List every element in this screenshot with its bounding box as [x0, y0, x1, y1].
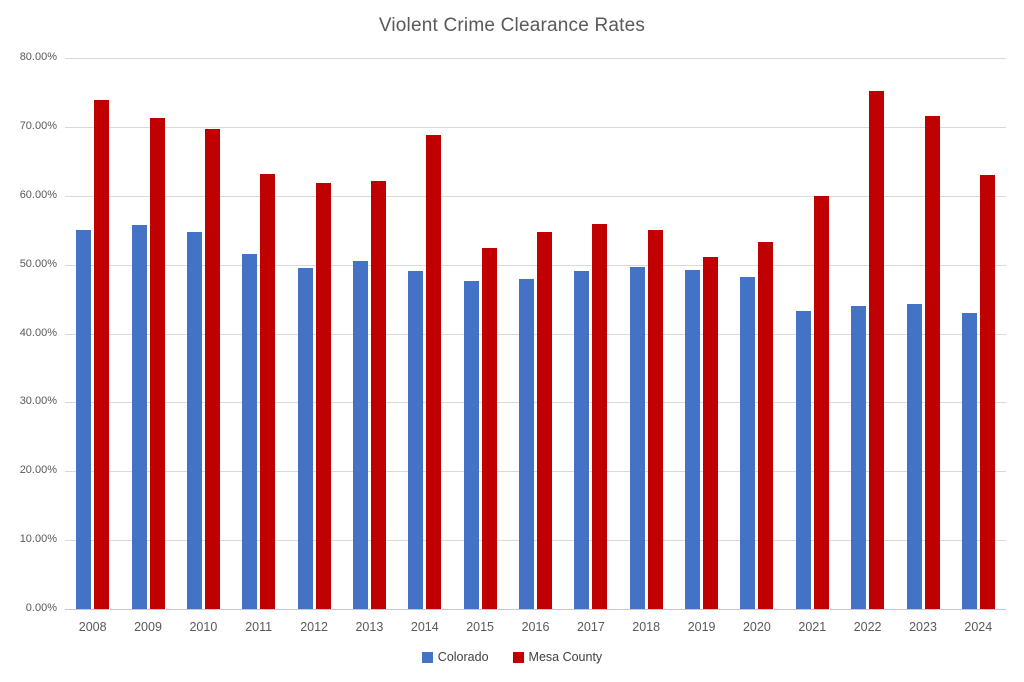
y-axis-tick-label: 0.00% — [25, 602, 57, 614]
bar-mesa-county — [315, 183, 331, 609]
legend-item-colorado: Colorado — [421, 650, 489, 664]
bar-colorado — [408, 270, 424, 609]
x-axis-label: 2013 — [355, 620, 384, 634]
bar-colorado — [740, 277, 756, 609]
bar-colorado — [186, 231, 202, 609]
bar-mesa-county — [869, 91, 885, 609]
bar-mesa-county — [924, 115, 940, 609]
bar-colorado — [961, 312, 977, 609]
legend-label-mesa-county: Mesa County — [528, 650, 603, 664]
bar-colorado — [463, 280, 479, 609]
legend-swatch-colorado — [421, 651, 433, 663]
gridline — [65, 471, 1006, 473]
y-axis-tick-label: 20.00% — [19, 464, 57, 477]
x-axis-label: 2017 — [576, 620, 605, 634]
bar-mesa-county — [703, 257, 719, 609]
x-axis-line — [65, 609, 1006, 610]
bar-mesa-county — [149, 117, 165, 609]
legend: Colorado Mesa County — [0, 650, 1024, 664]
gridline — [65, 126, 1006, 128]
x-axis-label: 2014 — [410, 620, 439, 634]
bar-colorado — [685, 270, 701, 609]
x-axis-label: 2015 — [466, 620, 494, 634]
chart-title: Violent Crime Clearance Rates — [378, 15, 646, 36]
gridline — [65, 540, 1006, 542]
y-axis-tick-label: 60.00% — [19, 188, 57, 201]
y-axis-tick-label: 40.00% — [19, 326, 57, 339]
gridline — [65, 58, 1006, 59]
bar-mesa-county — [204, 128, 220, 609]
bar-colorado — [574, 270, 590, 609]
x-axis-label: 2020 — [742, 620, 771, 634]
bar-mesa-county — [426, 135, 442, 609]
x-axis-label: 2009 — [134, 620, 162, 634]
bar-mesa-county — [260, 174, 276, 609]
bar-colorado — [131, 224, 147, 609]
bar-colorado — [795, 310, 811, 609]
bar-mesa-county — [94, 100, 110, 609]
x-axis-label: 2019 — [687, 620, 716, 634]
x-axis-label: 2022 — [853, 620, 882, 634]
bar-colorado — [352, 260, 368, 609]
bar-mesa-county — [481, 248, 497, 609]
bar-mesa-county — [537, 231, 552, 609]
bar-colorado — [519, 279, 534, 609]
x-axis-label: 2011 — [245, 620, 273, 634]
x-axis-label: 2012 — [300, 620, 328, 634]
legend-item-mesa-county: Mesa County — [512, 650, 603, 664]
legend-swatch-mesa-county — [512, 651, 524, 663]
x-axis-label: 2024 — [964, 620, 993, 634]
bar-mesa-county — [370, 180, 386, 609]
bar-colorado — [629, 267, 645, 609]
bar-mesa-county — [758, 241, 774, 609]
y-axis-tick-label: 70.00% — [19, 119, 57, 132]
bar-mesa-county — [647, 229, 663, 609]
gridline — [65, 195, 1006, 197]
bar-colorado — [76, 229, 92, 609]
gridline — [65, 264, 1006, 266]
x-axis-label: 2010 — [189, 620, 218, 634]
bar-colorado — [242, 253, 258, 609]
bar-mesa-county — [813, 196, 829, 609]
bar-colorado — [851, 305, 867, 609]
x-axis-label: 2016 — [521, 620, 550, 634]
x-axis-label: 2008 — [78, 620, 107, 634]
y-axis-tick-label: 80.00% — [19, 51, 57, 63]
y-axis-tick-label: 50.00% — [19, 257, 57, 270]
bar-mesa-county — [592, 224, 608, 609]
bar-mesa-county — [979, 175, 995, 609]
bar-colorado — [906, 303, 922, 609]
gridline — [65, 402, 1006, 404]
x-axis-label: 2018 — [632, 620, 661, 634]
gridline — [65, 333, 1006, 335]
y-axis-tick-label: 10.00% — [19, 533, 57, 546]
x-axis-label: 2023 — [909, 620, 937, 634]
bar-colorado — [297, 268, 313, 609]
x-axis-label: 2021 — [798, 620, 827, 634]
y-axis-tick-label: 30.00% — [19, 395, 57, 408]
legend-label-colorado: Colorado — [437, 650, 489, 664]
